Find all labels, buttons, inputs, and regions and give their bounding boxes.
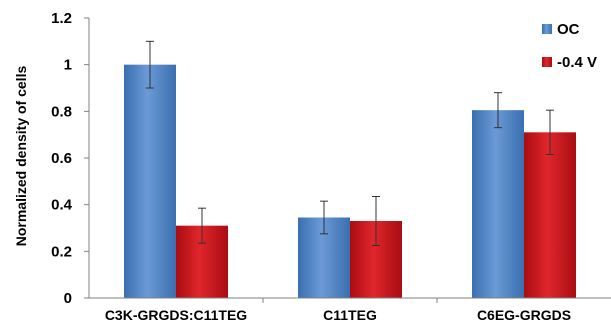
y-tick-label: 1.2 <box>51 10 72 27</box>
legend-label-minus-0-4v: -0.4 V <box>557 54 597 71</box>
x-category-label: C3K-GRGDS:C11TEG <box>105 307 247 323</box>
y-axis-ticks: 0 0.2 0.4 0.6 0.8 1 1.2 <box>51 10 89 307</box>
x-category-label: C6EG-GRGDS <box>477 307 571 323</box>
y-tick-label: 0.8 <box>51 103 72 120</box>
legend: OC -0.4 V <box>542 21 597 71</box>
bar-oc <box>472 110 524 299</box>
y-tick-label: 0.4 <box>51 197 73 214</box>
bar-oc <box>124 64 176 299</box>
y-axis-title: Normalized density of cells <box>13 66 29 247</box>
y-tick-label: 0 <box>64 290 72 307</box>
legend-label-oc: OC <box>557 21 580 38</box>
bars <box>124 64 576 299</box>
legend-swatch-oc <box>542 24 552 34</box>
legend-swatch-minus-0-4v <box>542 57 552 67</box>
bar-minus-0-4v <box>524 132 576 298</box>
y-tick-label: 0.6 <box>51 150 72 167</box>
error-bars <box>146 40 554 246</box>
x-category-label: C11TEG <box>323 307 377 323</box>
x-axis-labels: C3K-GRGDS:C11TEG C11TEG C6EG-GRGDS <box>105 298 571 323</box>
y-tick-label: 1 <box>64 57 72 74</box>
y-tick-label: 0.2 <box>51 243 72 260</box>
